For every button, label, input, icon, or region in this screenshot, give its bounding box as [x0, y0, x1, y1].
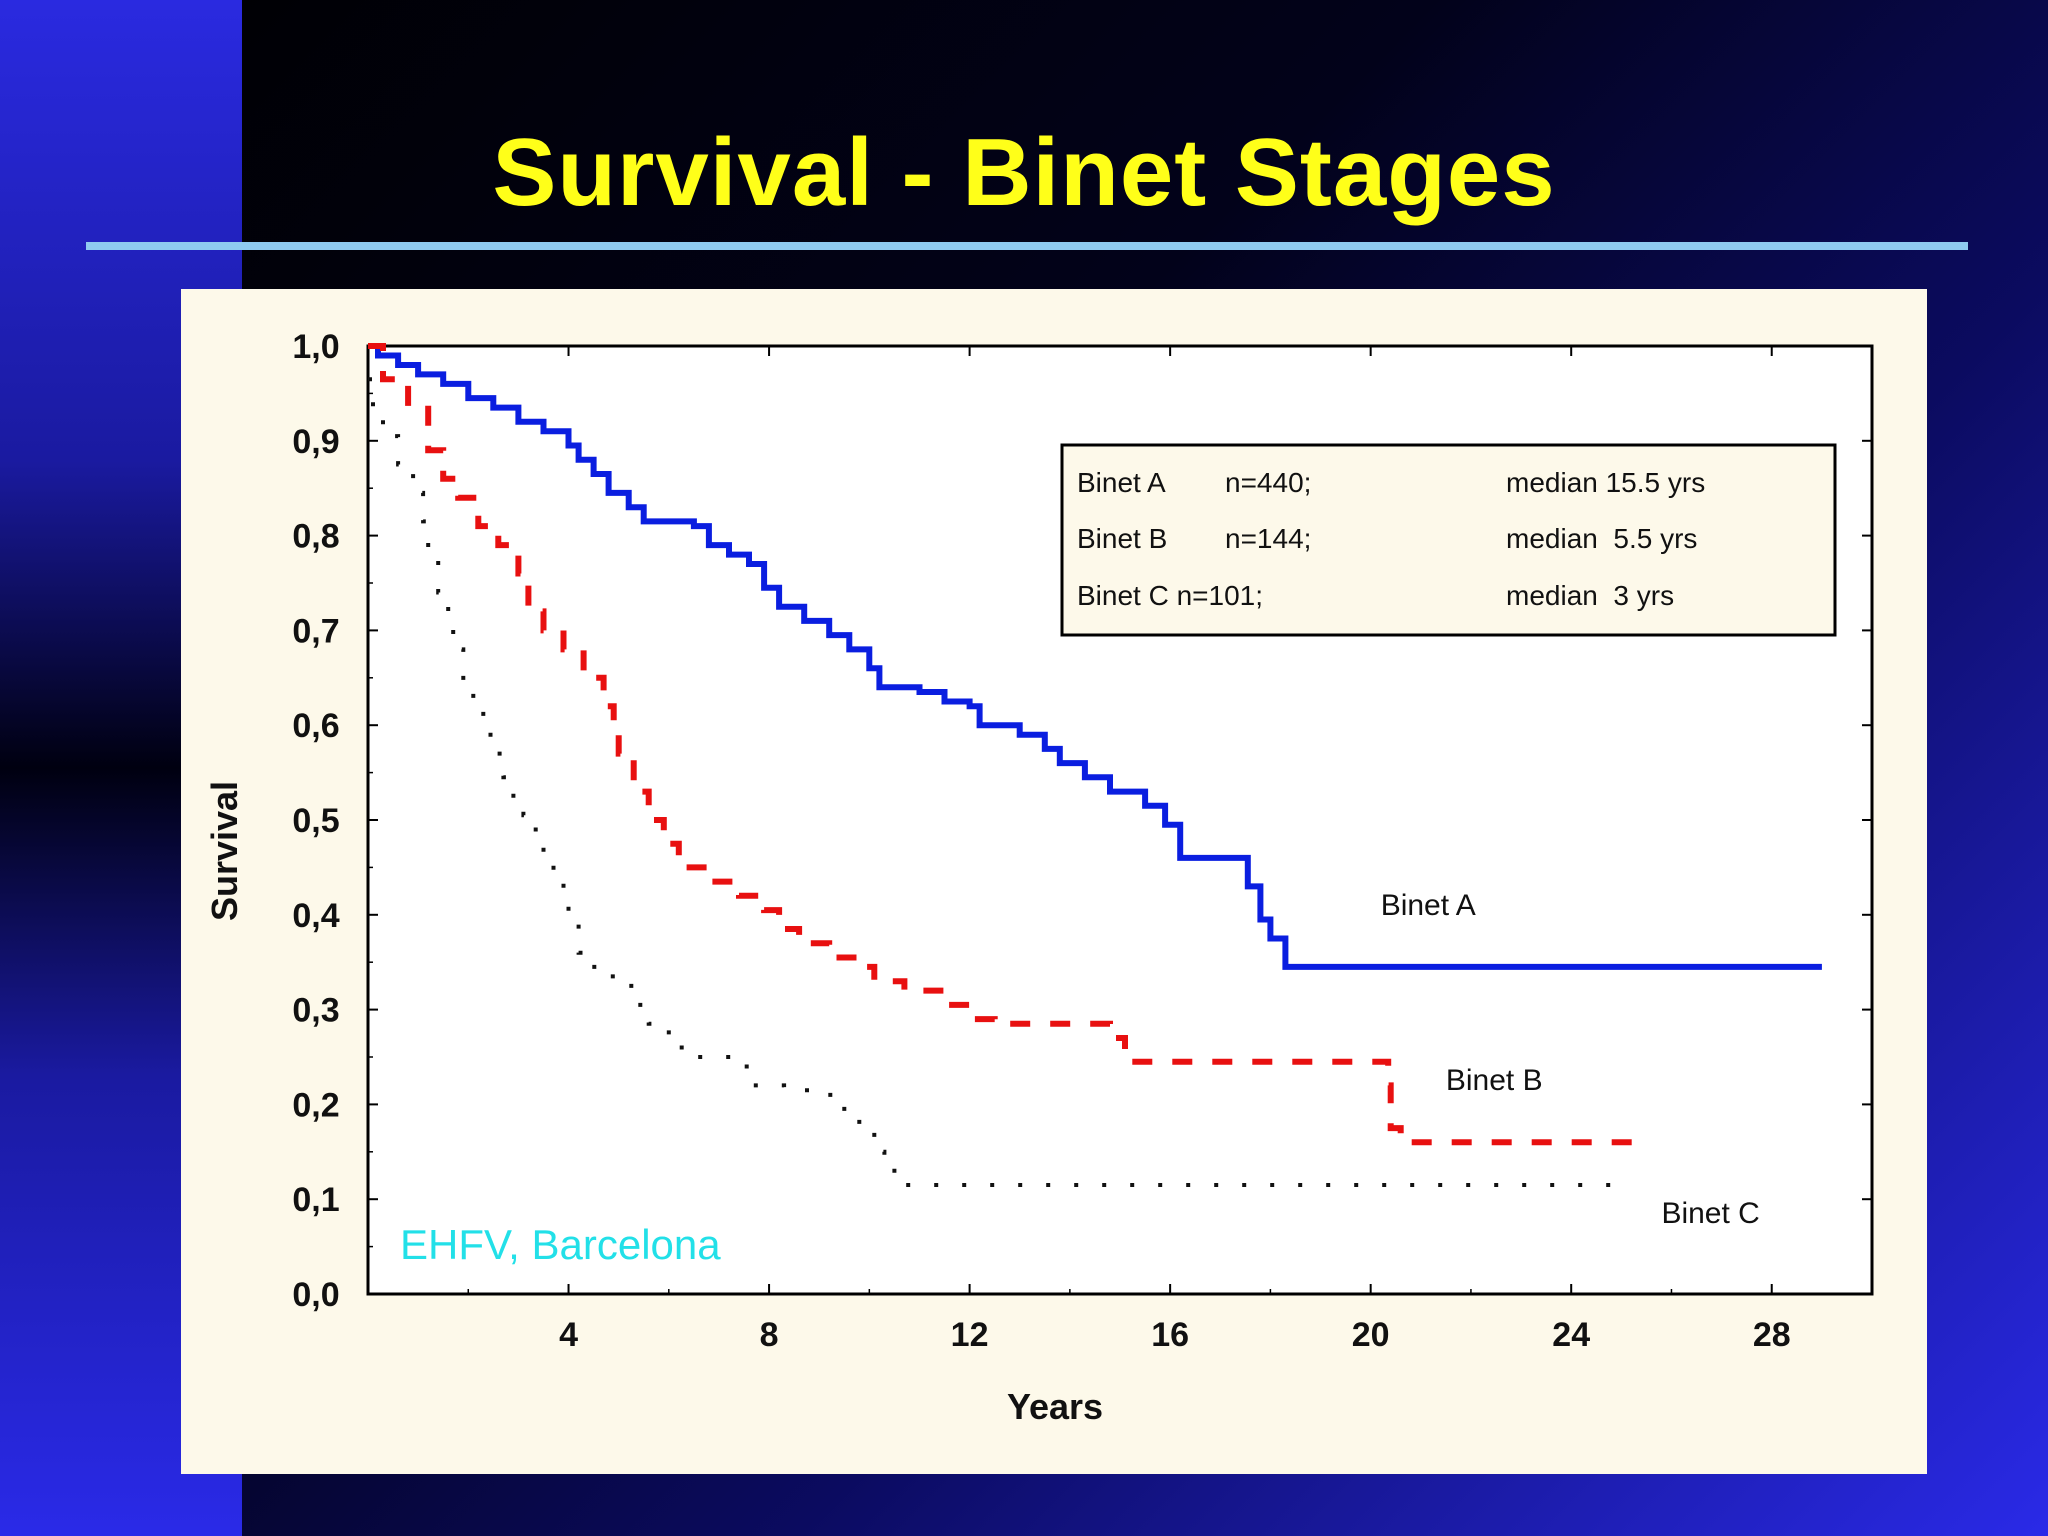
x-tick-label: 4	[559, 1316, 578, 1354]
legend-row-a-name: Binet A	[1077, 467, 1166, 498]
y-axis: 0,0 0,1 0,2 0,3 0,4 0,5 0,6 0,7 0,8 0,9 1,0	[292, 328, 1872, 1314]
y-tick-label: 0,0	[292, 1276, 339, 1314]
curve-label-binet-b: Binet B	[1446, 1064, 1543, 1097]
x-tick-label: 24	[1552, 1316, 1590, 1354]
x-tick-label: 12	[951, 1316, 989, 1354]
y-tick-label: 0,8	[292, 518, 339, 556]
y-tick-label: 0,6	[292, 707, 339, 745]
curve-label-binet-a: Binet A	[1381, 889, 1476, 922]
y-axis-title: Survival	[204, 781, 245, 921]
legend-frame	[1060, 443, 1837, 637]
x-axis: 4 8 12 16 20 24 28	[467, 346, 1791, 1354]
y-tick-label: 0,9	[292, 423, 339, 461]
y-tick-label: 0,7	[292, 612, 339, 650]
y-tick-label: 0,1	[292, 1181, 339, 1219]
x-tick-label: 8	[760, 1316, 779, 1354]
y-tick-label: 0,5	[292, 802, 339, 840]
x-tick-label: 20	[1352, 1316, 1390, 1354]
legend-row-a-n: n=440;	[1225, 467, 1311, 498]
y-tick-label: 0,3	[292, 992, 339, 1030]
slide-title: Survival - Binet Stages	[492, 119, 1556, 226]
legend-row-c-name: Binet C n=101;	[1077, 580, 1263, 611]
curve-labels: Binet A Binet B Binet C	[1381, 889, 1760, 1230]
source-annotation: EHFV, Barcelona	[400, 1221, 721, 1268]
x-tick-label: 28	[1753, 1316, 1791, 1354]
x-axis-title: Years	[1007, 1386, 1103, 1427]
legend: Binet A n=440; median 15.5 yrs Binet B n…	[1060, 443, 1837, 637]
y-tick-label: 0,2	[292, 1086, 339, 1124]
series-binet-a	[368, 343, 1822, 970]
legend-row-a-median: median 15.5 yrs	[1506, 467, 1705, 498]
curve-label-binet-c: Binet C	[1661, 1197, 1759, 1230]
y-tick-label: 1,0	[292, 328, 339, 366]
survival-chart: 0,0 0,1 0,2 0,3 0,4 0,5 0,6 0,7 0,8 0,9 1,0 4 8 12 16…	[204, 328, 1874, 1427]
legend-row-c-median: median 3 yrs	[1506, 580, 1674, 611]
title-rule	[86, 242, 1968, 250]
series-layer	[368, 343, 1822, 1187]
y-tick-label: 0,4	[292, 897, 339, 935]
x-tick-label: 16	[1151, 1316, 1189, 1354]
legend-row-b-n: n=144;	[1225, 523, 1311, 554]
chart-panel: 0,0 0,1 0,2 0,3 0,4 0,5 0,6 0,7 0,8 0,9 1,0 4 8 12 16…	[181, 289, 1927, 1474]
legend-row-b-median: median 5.5 yrs	[1506, 523, 1697, 554]
legend-row-b-name: Binet B	[1077, 523, 1167, 554]
